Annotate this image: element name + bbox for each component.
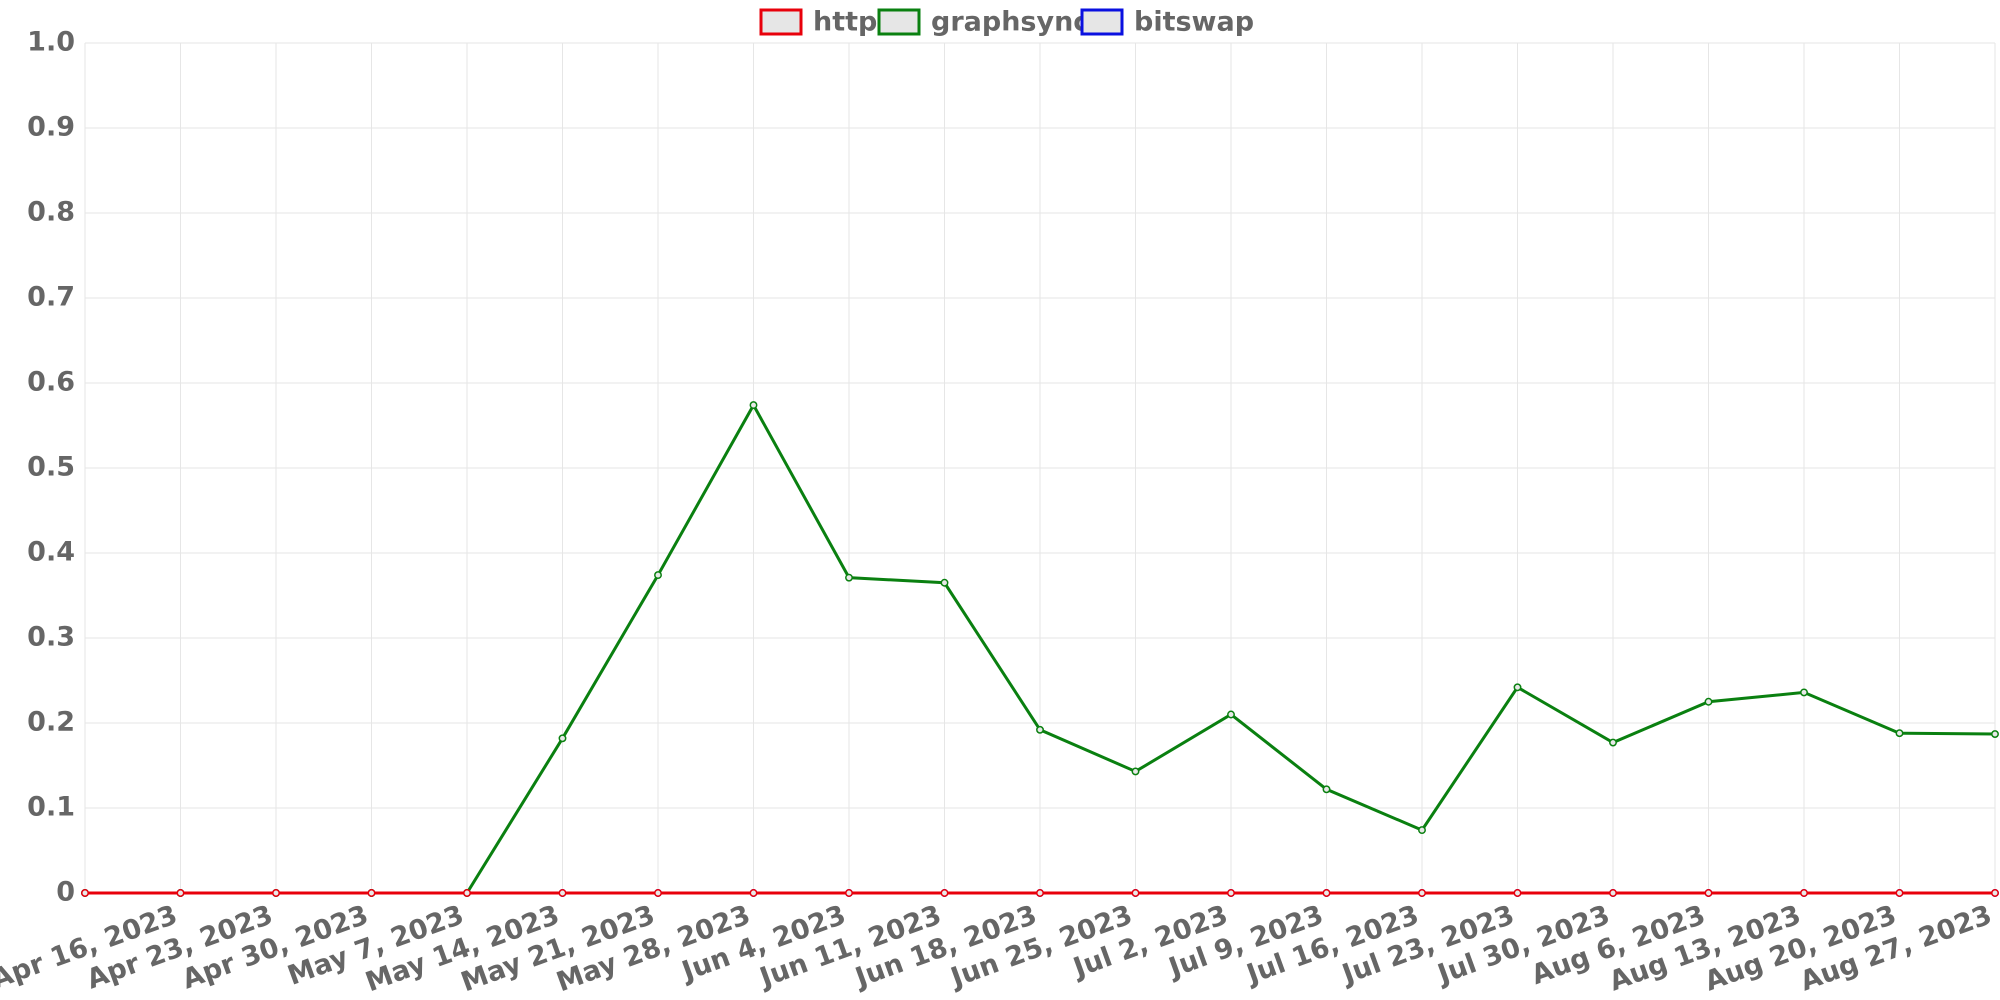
- y-tick-label: 0.4: [27, 537, 75, 568]
- point: [1131, 889, 1140, 897]
- y-tick-label: 0.9: [27, 112, 75, 143]
- y-tick-label: 0.6: [27, 367, 75, 398]
- point: [1513, 889, 1522, 897]
- point: [558, 734, 567, 743]
- legend-swatch: [1080, 8, 1124, 36]
- series-http: [81, 889, 1999, 897]
- point: [1704, 889, 1713, 897]
- point: [749, 401, 758, 410]
- point: [272, 889, 280, 897]
- point: [1609, 889, 1617, 897]
- y-tick-label: 0.7: [27, 282, 75, 313]
- y-tick-label: 0.5: [27, 452, 75, 483]
- point: [940, 578, 949, 587]
- point: [1513, 683, 1522, 692]
- point: [1418, 826, 1426, 835]
- point: [81, 889, 89, 897]
- y-tick-label: 0.2: [27, 707, 75, 738]
- point: [367, 889, 376, 897]
- legend-swatch: [759, 8, 803, 36]
- legend-label: graphsync: [931, 7, 1089, 38]
- legend-label: http: [813, 7, 877, 38]
- point: [845, 573, 853, 582]
- point: [1704, 697, 1713, 706]
- point: [940, 889, 949, 897]
- point: [463, 889, 471, 897]
- y-tick-label: 0.8: [27, 197, 75, 228]
- legend-label: bitswap: [1134, 7, 1254, 38]
- point: [1895, 729, 1904, 738]
- point: [654, 889, 662, 897]
- point: [1800, 688, 1808, 697]
- point: [1227, 889, 1235, 897]
- point: [1991, 730, 1999, 738]
- point: [1322, 889, 1331, 897]
- point: [1322, 785, 1331, 794]
- point: [1227, 710, 1235, 719]
- point: [1609, 738, 1617, 747]
- point: [1895, 889, 1904, 897]
- point: [176, 889, 185, 897]
- y-tick-label: 0.3: [27, 622, 75, 653]
- y-tick-label: 0.1: [27, 792, 75, 823]
- point: [1991, 889, 1999, 897]
- point: [845, 889, 853, 897]
- point: [1418, 889, 1426, 897]
- point: [654, 571, 662, 580]
- point: [1036, 725, 1044, 734]
- y-tick-label: 1.0: [27, 27, 75, 58]
- point: [558, 889, 567, 897]
- y-tick-label: 0: [56, 877, 75, 908]
- point: [1131, 767, 1140, 776]
- point: [749, 889, 758, 897]
- point: [1036, 889, 1044, 897]
- point: [1800, 889, 1808, 897]
- legend-swatch: [877, 8, 921, 36]
